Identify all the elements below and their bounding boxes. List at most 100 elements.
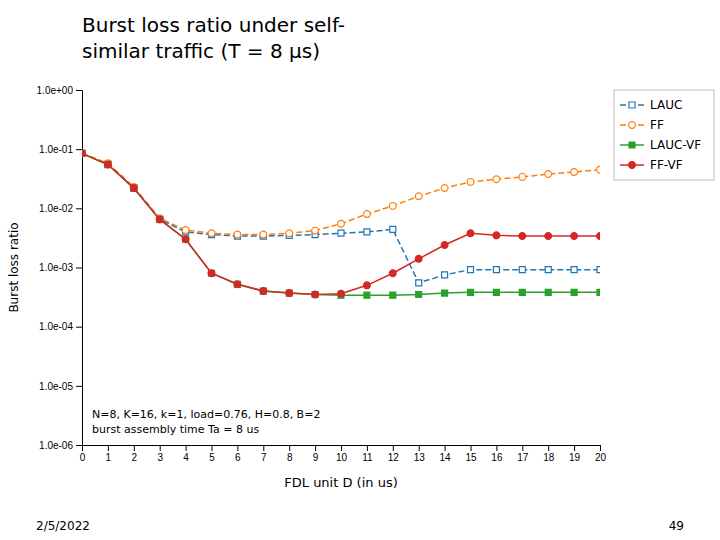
series-marker	[571, 289, 577, 295]
title: Burst loss ratio under self-similar traf…	[82, 13, 345, 63]
legend-frame	[614, 90, 714, 180]
x-tick: 0	[80, 445, 86, 463]
x-tick-label: 14	[440, 452, 452, 463]
x-tick-mark	[134, 445, 135, 451]
series-marker	[416, 291, 422, 297]
y-tick-label: 1.0e-01	[39, 144, 73, 155]
x-tick-mark	[212, 445, 213, 451]
x-tick-mark	[393, 445, 394, 451]
series-marker	[234, 281, 241, 288]
series-marker	[82, 150, 85, 157]
series-marker	[156, 216, 163, 223]
y-tick-label: 1.0e-04	[39, 321, 73, 332]
x-tick-label: 1	[106, 452, 112, 463]
series-marker	[493, 176, 500, 183]
series-marker	[597, 233, 600, 240]
x-tick-mark	[574, 445, 575, 451]
x-tick-label: 0	[80, 452, 86, 463]
series-marker	[234, 231, 241, 238]
x-tick: 3	[157, 445, 163, 463]
x-tick-label: 16	[491, 452, 503, 463]
title-line: similar traffic (T = 8 µs)	[82, 39, 320, 63]
series	[82, 150, 600, 298]
x-tick-label: 7	[261, 452, 267, 463]
x-tick: 14	[440, 445, 452, 463]
y-tick-label: 1.0e-02	[39, 203, 73, 214]
series-marker	[467, 230, 474, 237]
legend-swatch-marker	[629, 162, 636, 169]
series-line	[82, 153, 600, 295]
series-marker	[545, 267, 551, 273]
series-marker	[390, 226, 396, 232]
series-marker	[130, 185, 137, 192]
series-marker	[493, 267, 499, 273]
series-marker	[467, 178, 474, 185]
series-marker	[182, 236, 189, 243]
series-marker	[364, 282, 371, 289]
x-tick-mark	[600, 445, 601, 451]
series-marker	[286, 290, 293, 297]
x-tick-mark	[263, 445, 264, 451]
series-marker	[208, 230, 215, 237]
y-tick: 1.0e-04	[39, 321, 82, 332]
x-tick-mark	[315, 445, 316, 451]
series-marker	[416, 280, 422, 286]
x-tick-mark	[445, 445, 446, 451]
y-tick-mark	[76, 208, 82, 209]
series-marker	[82, 150, 85, 156]
x-tick-mark	[108, 445, 109, 451]
y-tick: 1.0e-05	[39, 381, 82, 392]
series-marker	[82, 150, 85, 157]
x-tick: 19	[569, 445, 581, 463]
x-tick-label: 15	[465, 452, 477, 463]
legend-swatch-marker	[629, 142, 635, 148]
series-line	[82, 153, 600, 283]
y-tick: 1.0e+00	[37, 85, 82, 96]
series-marker	[183, 236, 189, 242]
x-tick-label: 20	[595, 452, 607, 463]
series-marker	[364, 211, 371, 218]
x-tick: 10	[336, 445, 348, 463]
series-marker	[286, 290, 292, 296]
x-tick-mark	[341, 445, 342, 451]
series-marker	[441, 185, 448, 192]
x-tick-mark	[367, 445, 368, 451]
legend-label: FF-VF	[650, 158, 683, 172]
series-marker	[415, 193, 422, 200]
y-tick-mark	[76, 386, 82, 387]
series-marker	[389, 270, 396, 277]
series-marker	[182, 227, 189, 234]
x-tick-label: 18	[543, 452, 555, 463]
x-tick-label: 4	[183, 452, 189, 463]
x-tick-label: 5	[209, 452, 215, 463]
plot-area: 012345678910111213141516171819201.0e-061…	[37, 85, 607, 463]
series-marker	[209, 270, 215, 276]
series-marker	[545, 171, 552, 178]
y-tick-label: 1.0e-05	[39, 381, 73, 392]
series-marker	[105, 162, 111, 168]
legend-item: FF	[620, 118, 664, 132]
x-tick-label: 9	[313, 452, 319, 463]
x-tick-mark	[496, 445, 497, 451]
x-tick: 20	[595, 445, 607, 463]
x-tick: 11	[362, 445, 373, 463]
series-marker	[208, 270, 215, 277]
annotation-line: N=8, K=16, k=1, load=0.76, H=0.8, B=2	[92, 408, 320, 421]
y-tick: 1.0e-06	[39, 440, 82, 451]
x-tick: 1	[106, 445, 112, 463]
series-marker	[105, 161, 111, 167]
series-marker	[519, 233, 526, 240]
series-marker	[338, 290, 345, 297]
x-tick: 13	[414, 445, 426, 463]
title-line: Burst loss ratio under self-	[82, 13, 345, 37]
series-marker	[493, 289, 499, 295]
x-tick-label: 19	[569, 452, 581, 463]
series-marker	[157, 216, 163, 222]
series-marker	[468, 289, 474, 295]
series-marker	[312, 291, 318, 297]
legend: LAUCFFLAUC-VFFF-VF	[614, 90, 714, 180]
series-marker	[390, 292, 396, 298]
y-tick-label: 1.0e-03	[39, 262, 73, 273]
series-marker	[468, 267, 474, 273]
x-tick-mark	[471, 445, 472, 451]
